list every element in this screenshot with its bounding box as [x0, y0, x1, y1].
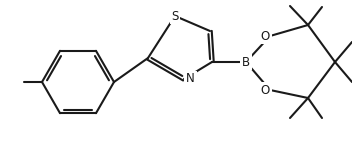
Text: S: S [171, 9, 179, 22]
Text: B: B [242, 55, 250, 68]
Text: N: N [186, 73, 195, 86]
Text: O: O [261, 29, 270, 42]
Text: O: O [261, 84, 270, 97]
